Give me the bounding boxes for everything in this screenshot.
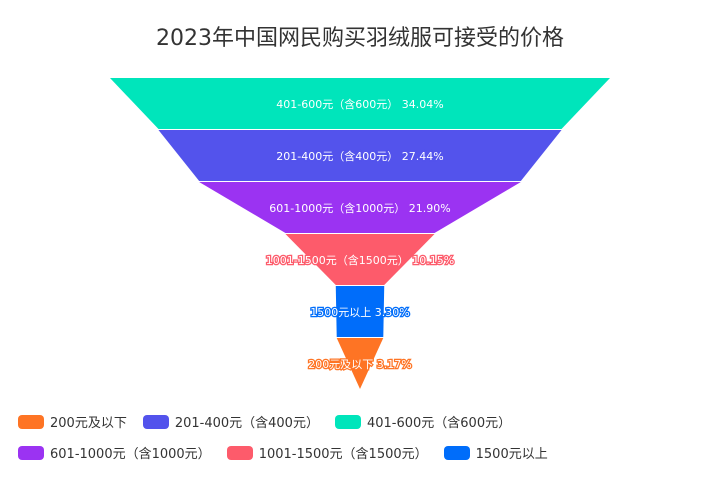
- legend-swatch: [18, 414, 44, 429]
- legend-swatch: [334, 414, 361, 429]
- legend-label: 200元及以下: [50, 416, 127, 431]
- funnel-segment-label: 401-600元（含600元） 34.04%: [276, 97, 443, 111]
- funnel-chart: 401-600元（含600元） 34.04% 201-400元（含400元） 27…: [110, 78, 610, 389]
- funnel-segment-label: 1001-1500元（含1500元） 10.15%: [266, 253, 454, 267]
- legend-item[interactable]: 1500元以上: [443, 443, 548, 462]
- legend-label: 1500元以上: [475, 447, 548, 462]
- chart-title: 2023年中国网民购买羽绒服可接受的价格: [156, 26, 564, 51]
- legend-swatch: [18, 445, 44, 460]
- legend-label: 601-1000元（含1000元）: [50, 447, 211, 462]
- legend-item[interactable]: 601-1000元（含1000元）: [18, 443, 211, 462]
- legend: 200元及以下 201-400元（含400元） 401-600元（含600元） 601…: [18, 412, 718, 462]
- funnel-segment[interactable]: [285, 234, 435, 285]
- legend-swatch: [142, 414, 169, 429]
- legend-swatch: [226, 445, 253, 460]
- legend-item[interactable]: 401-600元（含600元）: [334, 412, 512, 431]
- funnel-segment-label: 200元及以下 3.17%: [308, 358, 411, 371]
- legend-item[interactable]: 201-400元（含400元）: [142, 412, 319, 431]
- funnel-segment[interactable]: [199, 182, 521, 233]
- funnel-segment[interactable]: [158, 130, 562, 181]
- funnel-segment-label: 1500元以上 3.30%: [310, 306, 409, 319]
- funnel-segment[interactable]: [336, 338, 384, 389]
- legend-item[interactable]: 1001-1500元（含1500元）: [226, 443, 428, 462]
- legend-label: 201-400元（含400元）: [174, 416, 319, 431]
- legend-swatch: [443, 445, 470, 460]
- funnel-segment[interactable]: [335, 286, 385, 337]
- funnel-segment-label: 601-1000元（含1000元） 21.90%: [269, 201, 450, 215]
- legend-item[interactable]: 200元及以下: [18, 412, 127, 431]
- legend-label: 1001-1500元（含1500元）: [258, 447, 428, 462]
- funnel-segment-label: 201-400元（含400元） 27.44%: [276, 149, 443, 163]
- funnel-segment[interactable]: [110, 78, 610, 129]
- legend-label: 401-600元（含600元）: [366, 416, 512, 431]
